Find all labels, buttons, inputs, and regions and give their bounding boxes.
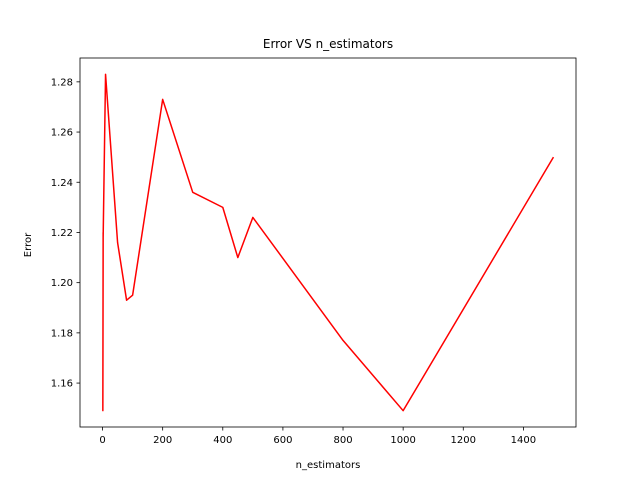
x-tick-label: 400 bbox=[213, 435, 232, 446]
x-axis-ticks: 0 200 400 600 800 1000 1200 1400 bbox=[99, 427, 536, 446]
y-tick-label: 1.22 bbox=[51, 228, 73, 239]
x-axis-label: n_estimators bbox=[296, 460, 361, 471]
y-tick-label: 1.28 bbox=[51, 77, 73, 88]
x-tick-label: 800 bbox=[333, 435, 352, 446]
chart-title: Error VS n_estimators bbox=[263, 37, 393, 51]
y-tick-label: 1.26 bbox=[51, 128, 73, 139]
plot-area bbox=[79, 57, 577, 428]
y-tick-label: 1.24 bbox=[51, 178, 73, 189]
y-tick-label: 1.20 bbox=[51, 278, 73, 289]
y-axis-label: Error bbox=[23, 232, 34, 257]
x-tick-label: 600 bbox=[273, 435, 292, 446]
y-axis-ticks: 1.16 1.18 1.20 1.22 1.24 1.26 1.28 bbox=[51, 77, 80, 390]
series-line-0 bbox=[102, 73, 555, 412]
x-tick-label: 0 bbox=[99, 435, 105, 446]
plot-frame bbox=[79, 57, 577, 428]
x-tick-label: 1400 bbox=[511, 435, 536, 446]
x-tick-label: 1200 bbox=[451, 435, 476, 446]
y-tick-label: 1.16 bbox=[51, 379, 73, 390]
x-tick-label: 200 bbox=[153, 435, 172, 446]
x-tick-label: 1000 bbox=[390, 435, 415, 446]
y-tick-label: 1.18 bbox=[51, 328, 73, 339]
